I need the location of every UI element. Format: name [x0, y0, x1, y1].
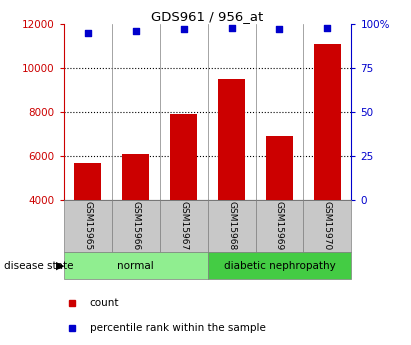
- Point: [276, 27, 283, 32]
- Text: GSM15965: GSM15965: [83, 201, 92, 250]
- Text: GSM15968: GSM15968: [227, 201, 236, 250]
- Text: diabetic nephropathy: diabetic nephropathy: [224, 261, 335, 270]
- Text: GSM15967: GSM15967: [179, 201, 188, 250]
- Bar: [74, 163, 101, 200]
- Bar: [64, 252, 208, 279]
- Title: GDS961 / 956_at: GDS961 / 956_at: [151, 10, 264, 23]
- Bar: [256, 200, 303, 252]
- Text: disease state: disease state: [4, 261, 74, 270]
- Text: count: count: [90, 298, 119, 308]
- Point: [180, 27, 187, 32]
- Bar: [159, 200, 208, 252]
- Bar: [303, 200, 351, 252]
- Point: [84, 30, 91, 36]
- Point: [228, 25, 235, 30]
- Bar: [171, 114, 197, 200]
- Bar: [208, 252, 351, 279]
- Bar: [266, 136, 293, 200]
- Bar: [314, 44, 341, 200]
- Text: normal: normal: [117, 261, 154, 270]
- Bar: [112, 200, 159, 252]
- Bar: [208, 200, 256, 252]
- Point: [132, 28, 139, 34]
- Point: [324, 25, 331, 30]
- Text: GSM15969: GSM15969: [275, 201, 284, 250]
- Bar: [64, 200, 112, 252]
- Bar: [122, 154, 149, 200]
- Text: percentile rank within the sample: percentile rank within the sample: [90, 323, 266, 333]
- Text: GSM15966: GSM15966: [131, 201, 140, 250]
- Bar: [218, 79, 245, 200]
- Text: ▶: ▶: [55, 261, 64, 270]
- Text: GSM15970: GSM15970: [323, 201, 332, 250]
